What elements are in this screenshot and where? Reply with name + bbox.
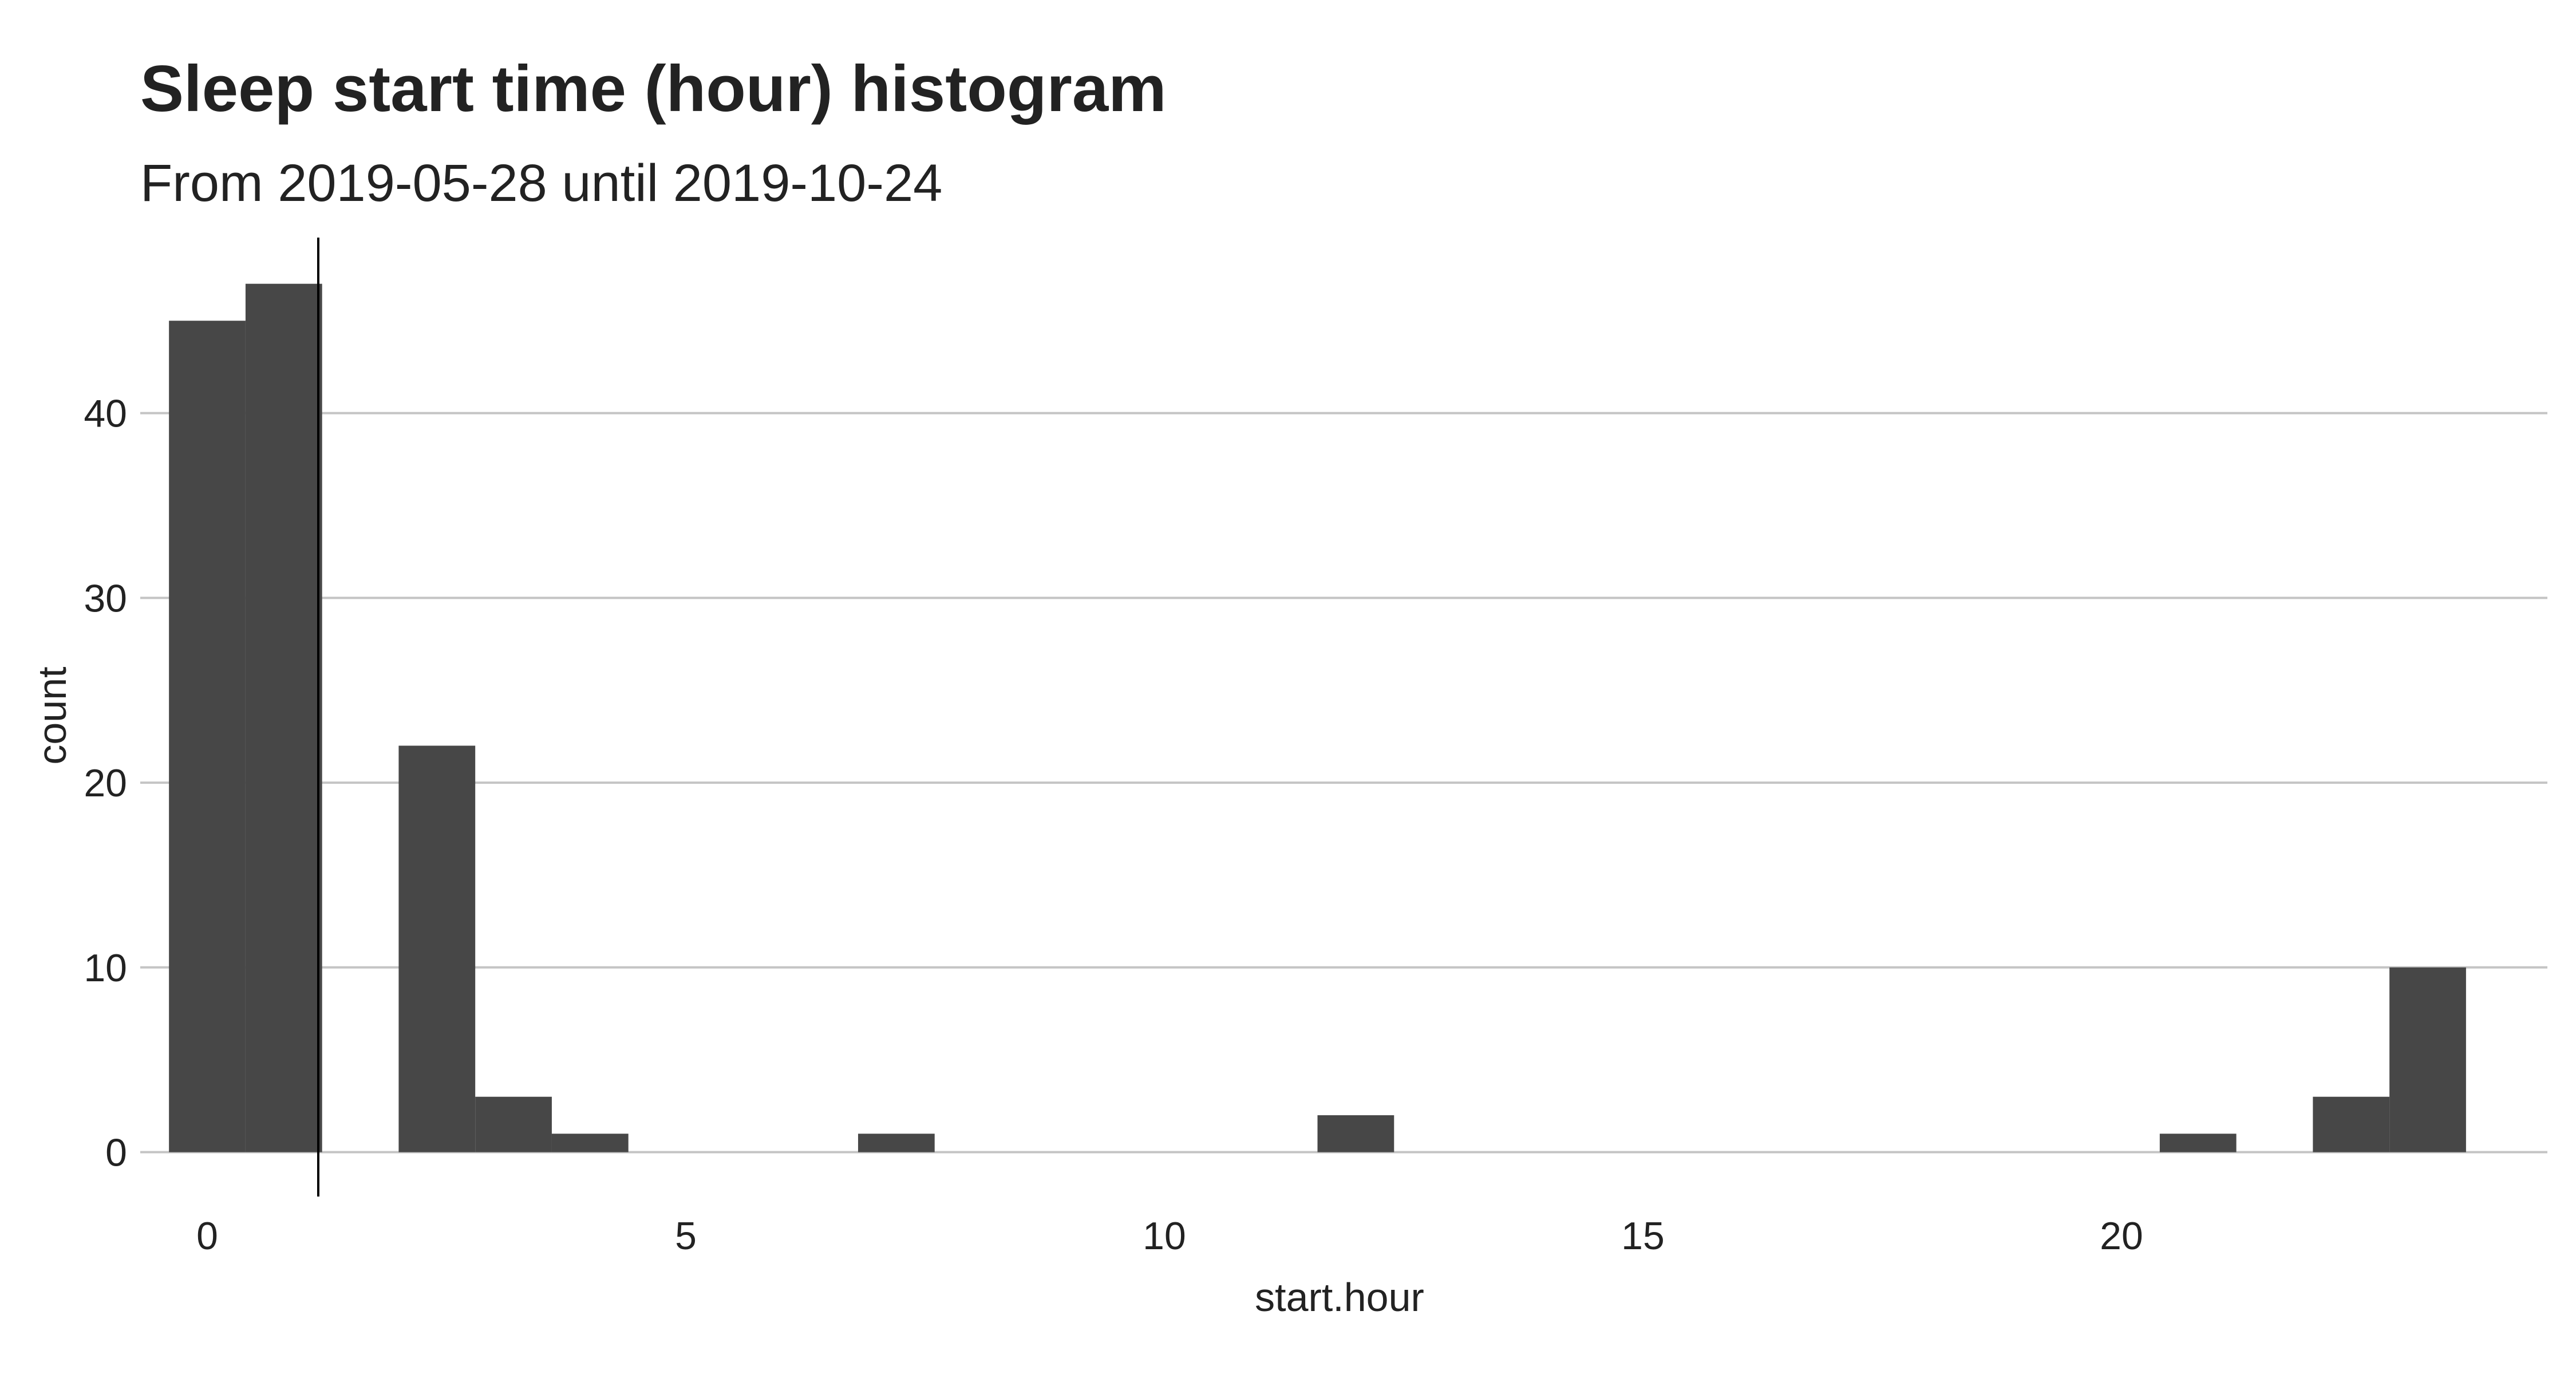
x-tick-label: 0 — [196, 1214, 218, 1258]
x-tick-label: 15 — [1621, 1214, 1665, 1258]
grid-lines — [140, 412, 2547, 1154]
chart-subtitle: From 2019-05-28 until 2019-10-24 — [140, 154, 943, 212]
x-axis-title: start.hour — [1255, 1275, 1424, 1320]
x-tick-label: 5 — [675, 1214, 697, 1258]
y-tick-label: 10 — [84, 946, 127, 990]
histogram-bar — [2159, 1134, 2237, 1152]
histogram-bars — [169, 283, 2466, 1152]
y-tick-label: 0 — [105, 1131, 127, 1175]
x-tick-label: 10 — [1143, 1214, 1186, 1258]
histogram-bar — [1317, 1115, 1394, 1152]
y-tick-label: 40 — [84, 392, 127, 436]
histogram-bar — [858, 1134, 935, 1152]
y-tick-labels: 0 10 20 30 40 — [84, 392, 127, 1175]
x-tick-label: 20 — [2100, 1214, 2143, 1258]
chart-title: Sleep start time (hour) histogram — [140, 53, 1167, 125]
y-tick-label: 20 — [84, 761, 127, 805]
histogram-bar — [245, 283, 322, 1152]
histogram-bar — [398, 745, 476, 1152]
histogram-bar — [169, 321, 246, 1152]
x-tick-labels: 0 5 10 15 20 — [196, 1214, 2143, 1258]
histogram-bar — [2313, 1096, 2390, 1152]
histogram-bar — [2389, 967, 2466, 1152]
histogram-bar — [475, 1096, 552, 1152]
histogram-bar — [551, 1134, 629, 1152]
y-tick-label: 30 — [84, 577, 127, 620]
y-axis-title: count — [30, 666, 74, 764]
